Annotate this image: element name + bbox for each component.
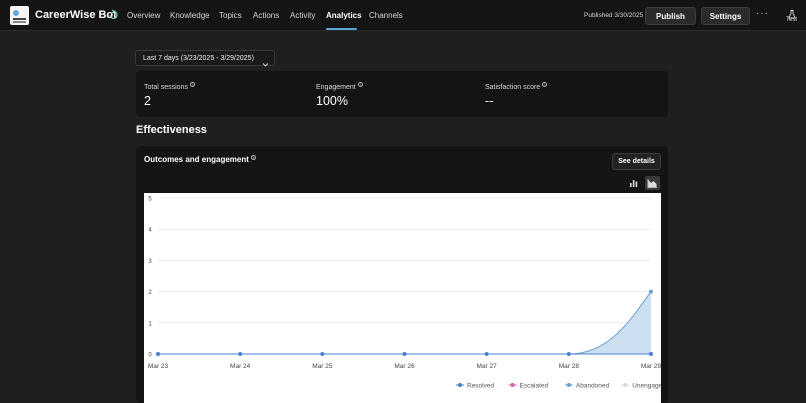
outcomes-chart-card: Outcomes and engagement i See details 0 1 2… <box>136 146 668 403</box>
tab-overview[interactable]: Overview <box>127 11 161 20</box>
x-tick-label: Mar 24 <box>230 363 251 370</box>
data-point-resolved <box>156 352 160 356</box>
data-point-abandoned <box>649 289 653 294</box>
stat-label-engagement: Engagement i <box>316 82 363 91</box>
stat-label-total-sessions: Total sessions i <box>144 82 195 91</box>
x-tick-label: Mar 29 <box>641 363 661 370</box>
stat-value-total-sessions: 2 <box>144 94 151 108</box>
data-point-resolved <box>320 352 325 356</box>
outcomes-area-chart: 0 1 2 3 4 5 Mar 23 Mar 24 Mar 25 Mar 26 Mar 27 Mar … <box>148 197 661 390</box>
y-tick-label: 2 <box>148 290 152 296</box>
stat-value-satisfaction-score: -- <box>485 94 494 108</box>
legend-marker-escalated <box>510 383 515 387</box>
stats-card: Total sessions i 2 Engagement i 100% Satis… <box>136 71 668 117</box>
info-icon[interactable]: i <box>189 82 195 87</box>
data-point-resolved <box>402 352 407 356</box>
info-icon[interactable]: i <box>357 82 363 87</box>
flask-icon[interactable] <box>788 6 796 19</box>
settings-button[interactable]: Settings <box>701 7 750 25</box>
data-point-resolved <box>238 352 243 356</box>
active-tab-indicator <box>326 28 357 30</box>
x-tick-label: Mar 26 <box>394 363 415 370</box>
test-button-label[interactable]: Test <box>786 17 798 23</box>
data-point-resolved <box>484 352 489 356</box>
tab-analytics[interactable]: Analytics <box>326 11 362 20</box>
y-tick-label: 0 <box>148 353 152 359</box>
legend-marker-resolved <box>458 383 462 387</box>
legend-label-abandoned: Abandoned <box>576 382 610 389</box>
y-tick-label: 5 <box>148 197 152 203</box>
more-options-button[interactable]: ··· <box>756 8 769 19</box>
published-status: Published 3/30/2025 <box>584 12 644 19</box>
stat-value-engagement: 100% <box>316 94 348 108</box>
y-tick-label: 4 <box>148 228 152 234</box>
area-chart-view-button[interactable] <box>645 176 660 190</box>
tab-channels[interactable]: Channels <box>369 11 403 20</box>
chevron-down-icon <box>262 55 269 67</box>
x-tick-label: Mar 23 <box>148 363 169 370</box>
sync-status-icon[interactable] <box>108 9 119 20</box>
bar-chart-view-button[interactable] <box>626 176 641 190</box>
tab-knowledge[interactable]: Knowledge <box>170 11 210 20</box>
see-details-button[interactable]: See details <box>612 153 661 170</box>
bot-logo <box>10 6 29 25</box>
chart-area: 0 1 2 3 4 5 Mar 23 Mar 24 Mar 25 Mar 26 Mar 27 Mar … <box>144 193 661 403</box>
section-title: Effectiveness <box>136 124 207 136</box>
y-tick-label: 3 <box>148 259 152 265</box>
x-tick-label: Mar 28 <box>559 363 580 370</box>
legend-label-unengaged: Unengaged <box>632 382 661 389</box>
info-icon[interactable]: i <box>542 82 548 87</box>
legend-label-resolved: Resolved <box>467 382 494 389</box>
series-area-abandoned <box>158 291 651 354</box>
date-range-label: Last 7 days (3/23/2025 - 3/29/2025) <box>143 55 254 62</box>
info-icon[interactable]: i <box>250 155 256 160</box>
x-tick-label: Mar 27 <box>477 363 498 370</box>
legend-marker-abandoned <box>566 383 571 387</box>
legend-marker-unengaged <box>623 383 628 387</box>
tab-activity[interactable]: Activity <box>290 11 316 20</box>
data-point-resolved <box>649 352 653 356</box>
publish-button[interactable]: Publish <box>645 7 696 25</box>
y-tick-label: 1 <box>148 321 152 327</box>
app-header: CareerWise Bot Overview Knowledge Topics… <box>0 0 806 31</box>
stat-label-satisfaction-score: Satisfaction score i <box>485 82 548 91</box>
tab-topics[interactable]: Topics <box>219 11 242 20</box>
legend-label-escalated: Escalated <box>520 382 549 389</box>
x-tick-label: Mar 25 <box>312 363 333 370</box>
date-range-dropdown[interactable]: Last 7 days (3/23/2025 - 3/29/2025) <box>135 50 275 67</box>
card-title: Outcomes and engagement i <box>144 155 256 164</box>
tab-actions[interactable]: Actions <box>253 11 280 20</box>
data-point-resolved <box>566 352 571 356</box>
app-title: CareerWise Bot <box>35 9 117 21</box>
